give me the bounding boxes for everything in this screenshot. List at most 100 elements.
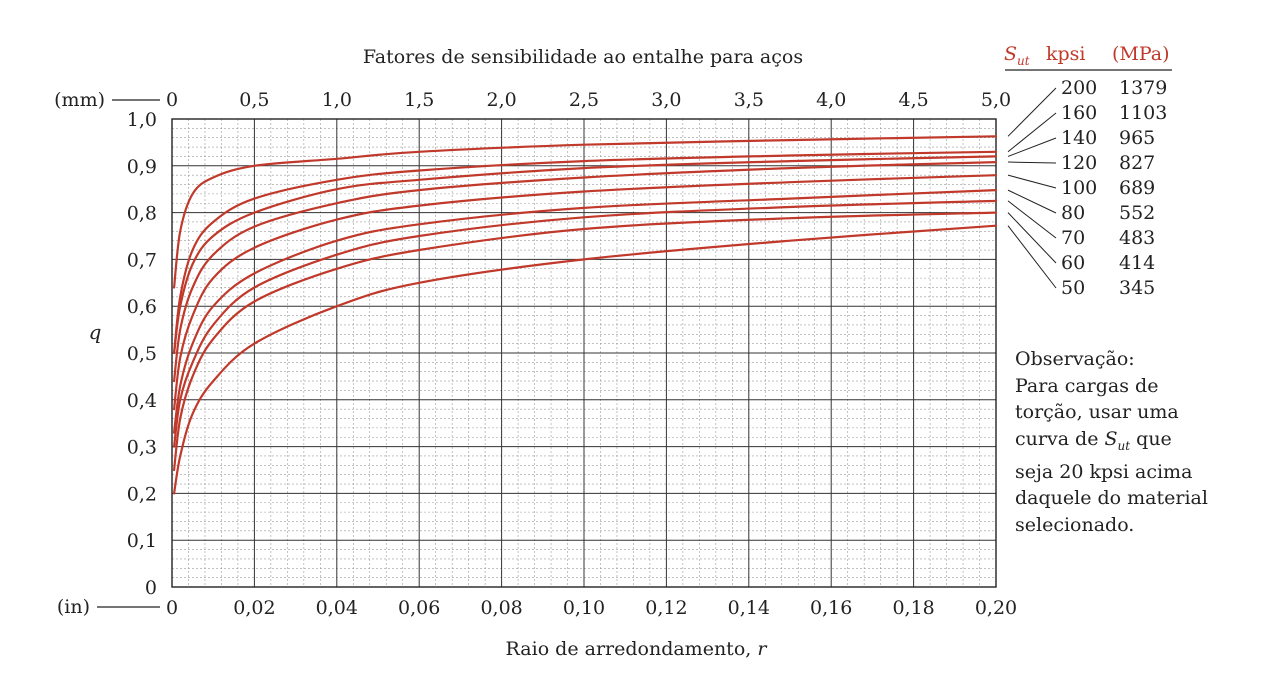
- x-tick-label: 0,10: [563, 597, 605, 619]
- legend-header-mpa: (MPa): [1112, 43, 1170, 65]
- x-bottom-unit-label: (in): [57, 596, 90, 618]
- legend-leader-line: [1007, 112, 1057, 153]
- y-tick-label: 0,9: [127, 156, 157, 178]
- x-tick-label: 0,20: [975, 597, 1017, 619]
- legend-mpa-value: 965: [1119, 127, 1155, 149]
- legend-kpsi-value: 100: [1061, 177, 1097, 199]
- series-line-60: [173, 211, 998, 472]
- legend-kpsi-value: 140: [1061, 127, 1097, 149]
- y-tick-label: 0,4: [127, 390, 157, 412]
- x-tick-label: 0,06: [398, 597, 440, 619]
- x-tick-label: 0,14: [728, 597, 770, 619]
- y-tick-label: 0: [145, 577, 157, 599]
- x-top-tick-label: 4,5: [898, 89, 928, 111]
- legend-mpa-value: 483: [1119, 227, 1155, 249]
- series-line-200: [173, 135, 998, 289]
- note-line: Observação:: [1015, 348, 1135, 370]
- x-top-tick-label: 4,0: [816, 89, 846, 111]
- x-axis-top-ticks: 0 0,5 1,0 1,5 2,0 2,5 3,0 3,5 4,0 4,5 5,0: [166, 89, 1011, 111]
- legend-kpsi-value: 70: [1061, 227, 1085, 249]
- series-line-140: [173, 155, 998, 355]
- note-line: daquele do material: [1015, 487, 1208, 510]
- legend-kpsi-value: 60: [1061, 252, 1085, 274]
- x-top-tick-label: 3,5: [734, 89, 764, 111]
- series-line-100: [173, 174, 998, 411]
- y-tick-label: 0,3: [127, 437, 157, 459]
- legend-mpa-value: 345: [1119, 277, 1155, 299]
- x-top-tick-label: 0,5: [239, 89, 269, 111]
- legend-leader-line: [1007, 87, 1057, 137]
- legend-mpa-value: 1103: [1119, 102, 1167, 124]
- series-line-80: [173, 189, 998, 434]
- legend-leader-lines: [1007, 87, 1057, 289]
- note-line: seja 20 kpsi acima: [1015, 460, 1193, 483]
- legend-mpa-value: 827: [1119, 152, 1155, 174]
- legend-header: Sut kpsi (MPa): [1004, 43, 1172, 71]
- x-top-tick-label: 1,0: [322, 89, 352, 111]
- x-tick-label: 0,08: [480, 597, 522, 619]
- legend-leader-line: [1007, 225, 1057, 289]
- legend-leader-line: [1007, 137, 1057, 157]
- series-line-70: [173, 199, 998, 448]
- series-lines: [173, 135, 998, 495]
- legend-mpa-value: 552: [1119, 202, 1155, 224]
- x-tick-label: 0,04: [316, 597, 358, 619]
- x-tick-label: 0: [166, 597, 178, 619]
- note-line: selecionado.: [1015, 513, 1135, 536]
- legend-leader-line: [1007, 212, 1057, 264]
- x-axis-label-var: r: [757, 638, 768, 660]
- major-grid: [172, 119, 996, 587]
- legend-kpsi-value: 120: [1061, 152, 1097, 174]
- y-tick-label: 0,7: [127, 249, 157, 271]
- note-line: Para cargas de: [1015, 374, 1159, 397]
- y-axis-label: q: [89, 320, 102, 344]
- note-box: Observação: Para cargas de torção, usar …: [1015, 346, 1275, 538]
- legend-mpa-value: 1379: [1119, 77, 1167, 99]
- legend-leader-line: [1007, 161, 1057, 164]
- legend-mpa-value: 414: [1119, 252, 1155, 274]
- legend-kpsi-value: 50: [1061, 277, 1085, 299]
- x-tick-label: 0,16: [810, 597, 852, 619]
- legend-header-symbol: Sut: [1004, 43, 1030, 68]
- x-top-tick-label: 2,0: [486, 89, 516, 111]
- x-axis-label: Raio de arredondamento, r: [506, 638, 769, 660]
- y-axis-ticks: 0 0,1 0,2 0,3 0,4 0,5 0,6 0,7 0,8 0,9 1,0: [127, 109, 157, 599]
- x-tick-label: 0,18: [892, 597, 934, 619]
- legend-leader-line: [1007, 189, 1057, 214]
- x-top-tick-label: 2,5: [569, 89, 599, 111]
- x-top-tick-label: 0: [166, 89, 178, 111]
- legend-header-sym: S: [1004, 43, 1017, 65]
- legend-rows: 200 1379 160 1103 140 965 120 827 100 689 80 552 70 4…: [1061, 77, 1167, 299]
- y-tick-label: 0,8: [127, 203, 157, 225]
- legend-header-sub: ut: [1017, 54, 1030, 68]
- y-tick-label: 1,0: [127, 109, 157, 131]
- legend-kpsi-value: 80: [1061, 202, 1085, 224]
- x-axis-bottom-ticks: 0 0,02 0,04 0,06 0,08 0,10 0,12 0,14 0,16 0,18 0,2…: [166, 597, 1017, 619]
- x-tick-label: 0,02: [233, 597, 275, 619]
- y-tick-label: 0,2: [127, 483, 157, 505]
- y-tick-label: 0,1: [127, 530, 157, 552]
- note-text: que: [1136, 427, 1172, 450]
- y-tick-label: 0,5: [127, 343, 157, 365]
- series-line-160: [173, 150, 998, 355]
- plot-frame: [171, 118, 997, 588]
- x-top-tick-label: 1,5: [404, 89, 434, 111]
- legend-header-kpsi: kpsi: [1046, 43, 1086, 65]
- series-line-120: [173, 161, 998, 383]
- y-tick-label: 0,6: [127, 296, 157, 318]
- x-axis-label-text: Raio de arredondamento,: [506, 638, 752, 660]
- chart-title: Fatores de sensibilidade ao entalhe para…: [363, 46, 803, 68]
- note-sym: S: [1104, 427, 1118, 450]
- note-line: curva de Sut que: [1015, 426, 1275, 459]
- x-top-tick-label: 5,0: [981, 89, 1011, 111]
- legend-kpsi-value: 160: [1061, 102, 1097, 124]
- note-line: torção, usar uma: [1015, 401, 1179, 423]
- note-symbol: Sut: [1104, 427, 1131, 453]
- x-tick-label: 0,12: [645, 597, 687, 619]
- legend-mpa-value: 689: [1119, 177, 1155, 199]
- note-text: curva de: [1015, 427, 1099, 450]
- note-sub: ut: [1117, 438, 1131, 453]
- x-top-tick-label: 3,0: [651, 89, 681, 111]
- series-line-50: [173, 224, 998, 495]
